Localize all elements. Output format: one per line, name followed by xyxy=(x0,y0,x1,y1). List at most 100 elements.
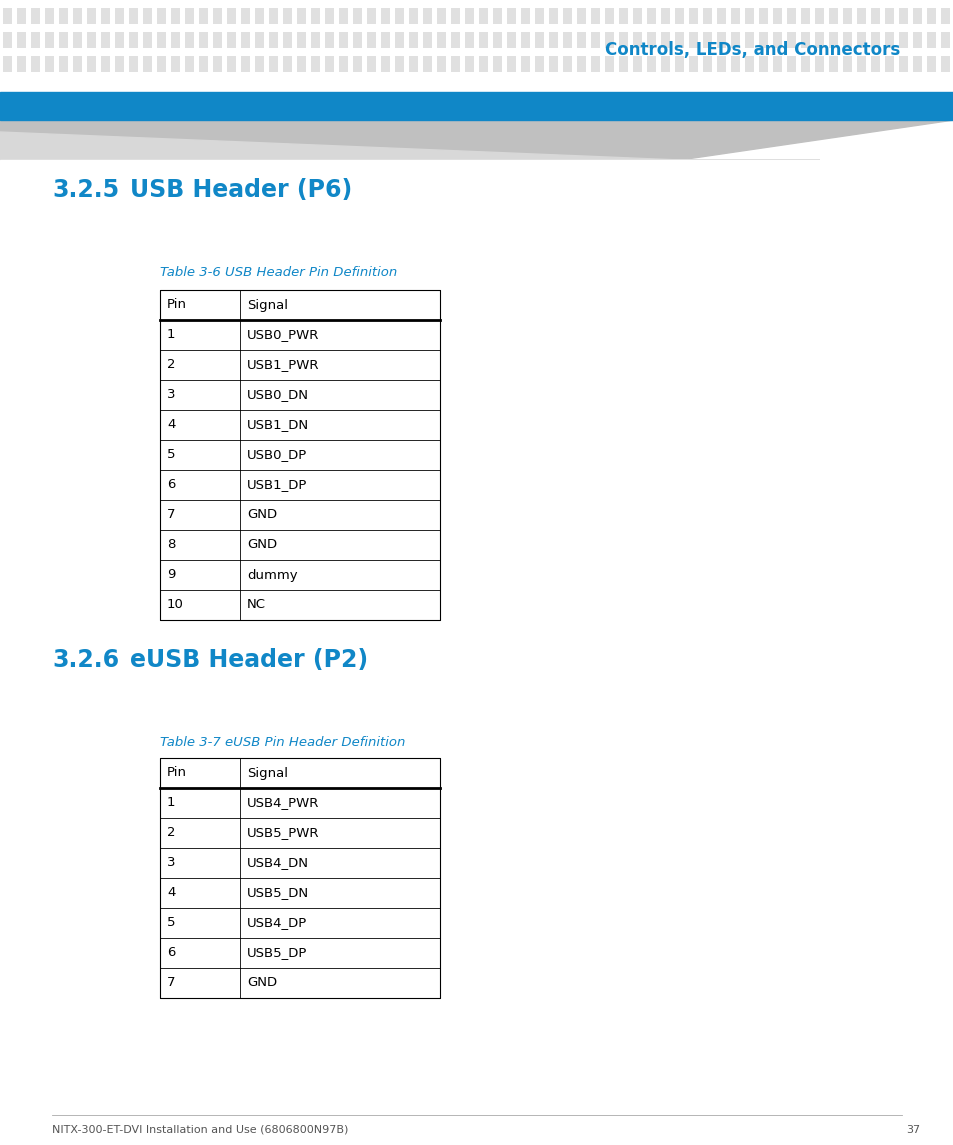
Bar xyxy=(842,56,851,72)
Bar xyxy=(828,32,837,48)
Bar xyxy=(772,56,781,72)
Bar xyxy=(604,32,614,48)
Bar xyxy=(436,8,446,24)
Bar xyxy=(577,8,585,24)
Bar xyxy=(73,32,82,48)
Text: dummy: dummy xyxy=(247,569,297,582)
Bar xyxy=(660,56,669,72)
Bar xyxy=(227,56,235,72)
Text: USB5_PWR: USB5_PWR xyxy=(247,827,319,839)
Bar xyxy=(185,32,193,48)
Text: NITX-300-ET-DVI Installation and Use (6806800N97B): NITX-300-ET-DVI Installation and Use (68… xyxy=(52,1126,348,1135)
Bar xyxy=(590,8,599,24)
Text: Pin: Pin xyxy=(167,766,187,780)
Bar xyxy=(185,56,193,72)
Bar xyxy=(451,8,459,24)
Text: USB5_DP: USB5_DP xyxy=(247,947,307,960)
Bar xyxy=(143,56,152,72)
Bar xyxy=(241,56,250,72)
Bar xyxy=(283,8,292,24)
Bar xyxy=(213,8,222,24)
Bar xyxy=(688,8,698,24)
Bar xyxy=(380,8,390,24)
Bar xyxy=(254,8,264,24)
Bar xyxy=(395,8,403,24)
Bar xyxy=(160,290,439,619)
Bar xyxy=(296,32,306,48)
Bar xyxy=(87,56,96,72)
Bar xyxy=(199,8,208,24)
Bar xyxy=(814,8,823,24)
Bar xyxy=(3,32,12,48)
Bar xyxy=(129,8,138,24)
Text: 7: 7 xyxy=(167,977,175,989)
Text: 37: 37 xyxy=(905,1126,919,1135)
Text: USB5_DN: USB5_DN xyxy=(247,886,309,900)
Bar xyxy=(325,56,334,72)
Bar xyxy=(45,8,54,24)
Bar xyxy=(801,32,809,48)
Text: 3: 3 xyxy=(167,388,175,402)
Bar xyxy=(254,56,264,72)
Bar xyxy=(856,32,865,48)
Bar xyxy=(451,56,459,72)
Text: USB4_DP: USB4_DP xyxy=(247,916,307,930)
Bar xyxy=(269,56,277,72)
Bar xyxy=(898,32,907,48)
Bar xyxy=(17,8,26,24)
Bar xyxy=(227,32,235,48)
Bar xyxy=(759,8,767,24)
Bar xyxy=(0,92,953,120)
Bar xyxy=(409,32,417,48)
Bar xyxy=(171,8,180,24)
Bar xyxy=(562,32,572,48)
Bar xyxy=(675,32,683,48)
Bar xyxy=(73,56,82,72)
Bar xyxy=(506,32,516,48)
Bar xyxy=(898,56,907,72)
Bar xyxy=(338,56,348,72)
Bar xyxy=(562,8,572,24)
Text: USB Header (P6): USB Header (P6) xyxy=(130,177,352,202)
Text: 2: 2 xyxy=(167,358,175,371)
Bar xyxy=(493,56,501,72)
Bar xyxy=(143,8,152,24)
Bar xyxy=(520,56,530,72)
Text: Controls, LEDs, and Connectors: Controls, LEDs, and Connectors xyxy=(604,41,899,60)
Bar xyxy=(786,32,795,48)
Text: 2: 2 xyxy=(167,827,175,839)
Text: 1: 1 xyxy=(167,797,175,810)
Bar xyxy=(772,8,781,24)
Bar xyxy=(884,8,893,24)
Text: 7: 7 xyxy=(167,508,175,521)
Bar xyxy=(296,8,306,24)
Bar xyxy=(478,32,488,48)
Bar xyxy=(744,8,753,24)
Bar xyxy=(59,8,68,24)
Bar xyxy=(283,56,292,72)
Bar xyxy=(535,56,543,72)
Text: 10: 10 xyxy=(167,599,184,611)
Bar xyxy=(160,758,439,998)
Bar xyxy=(143,32,152,48)
Bar xyxy=(30,8,40,24)
Text: 3.2.6: 3.2.6 xyxy=(52,648,119,672)
Bar xyxy=(59,56,68,72)
Bar xyxy=(325,8,334,24)
Bar xyxy=(171,56,180,72)
Text: USB4_DN: USB4_DN xyxy=(247,856,309,869)
Bar xyxy=(380,32,390,48)
Bar xyxy=(311,32,319,48)
Bar xyxy=(185,8,193,24)
Bar xyxy=(660,8,669,24)
Bar xyxy=(786,8,795,24)
Text: 9: 9 xyxy=(167,569,175,582)
Text: 8: 8 xyxy=(167,538,175,552)
Bar xyxy=(115,8,124,24)
Bar xyxy=(3,8,12,24)
Bar xyxy=(464,56,474,72)
Bar xyxy=(702,8,711,24)
Bar xyxy=(30,56,40,72)
Bar xyxy=(451,32,459,48)
Bar xyxy=(548,56,558,72)
